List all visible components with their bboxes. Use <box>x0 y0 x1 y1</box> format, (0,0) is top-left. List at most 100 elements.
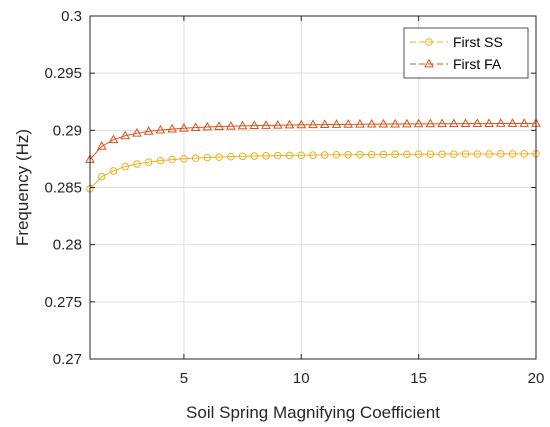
data-point <box>473 150 482 158</box>
data-point <box>485 150 493 158</box>
data-point <box>425 118 436 128</box>
data-point <box>320 151 329 159</box>
data-point <box>225 120 236 130</box>
data-point <box>227 152 235 161</box>
data-point <box>438 150 446 158</box>
data-point <box>461 150 470 158</box>
data-point <box>284 119 295 129</box>
data-point <box>472 118 483 127</box>
data-point <box>143 126 154 135</box>
ticks: 5 10 15 20 0.27 0.275 0.28 0.285 0.29 0.295 0.3 <box>44 8 544 387</box>
data-point <box>496 150 505 158</box>
data-point <box>238 152 247 161</box>
data-point <box>273 151 282 160</box>
y-axis-label: Frequency (Hz) <box>13 129 32 246</box>
data-point <box>121 162 130 171</box>
legend-label: First SS <box>453 34 503 50</box>
data-point <box>331 119 342 128</box>
data-point <box>96 141 107 150</box>
y-tick-label: 0.27 <box>53 351 82 368</box>
legend-box <box>403 27 529 79</box>
legend: First SS First FA <box>403 27 529 79</box>
data-point <box>262 152 270 160</box>
legend-swatch-marker <box>425 38 433 46</box>
data-point <box>344 150 353 159</box>
legend-label: First FA <box>453 56 502 72</box>
series-layer <box>85 118 541 193</box>
data-point <box>413 118 424 128</box>
series-line <box>89 122 537 160</box>
data-point <box>426 150 435 159</box>
data-point <box>272 119 283 129</box>
data-point <box>403 150 411 159</box>
y-tick-label: 0.285 <box>44 180 82 197</box>
data-point <box>215 153 223 161</box>
data-point <box>450 150 458 158</box>
data-point <box>343 119 354 128</box>
data-point <box>190 122 201 131</box>
y-tick-label: 0.275 <box>44 294 82 311</box>
data-point <box>297 151 306 160</box>
data-point <box>390 118 401 128</box>
data-point <box>156 156 165 165</box>
data-point <box>108 134 119 144</box>
data-point <box>414 150 423 159</box>
data-point <box>508 150 517 158</box>
data-point <box>285 151 294 160</box>
series-line <box>89 153 537 189</box>
data-point <box>180 155 188 163</box>
data-point <box>378 118 389 128</box>
y-tick-label: 0.3 <box>61 8 82 25</box>
data-point <box>249 120 260 130</box>
data-point <box>133 160 141 168</box>
data-point <box>391 150 399 159</box>
data-point <box>484 118 494 127</box>
x-tick-label: 20 <box>528 370 545 387</box>
data-point <box>155 124 166 134</box>
data-point <box>203 153 212 162</box>
data-point <box>97 172 106 181</box>
x-tick-label: 15 <box>410 370 427 387</box>
data-point <box>356 150 364 159</box>
x-tick-label: 10 <box>293 370 310 387</box>
data-point <box>168 155 176 164</box>
data-point <box>308 119 318 129</box>
data-point <box>332 151 341 159</box>
legend-swatch-marker <box>424 58 434 68</box>
data-point <box>495 118 506 127</box>
data-point <box>460 118 471 127</box>
data-point <box>367 150 376 159</box>
data-point <box>296 119 307 129</box>
data-point <box>507 118 518 127</box>
data-point <box>519 118 530 127</box>
data-point <box>214 121 224 130</box>
legend-entry: First SS <box>410 34 503 50</box>
data-point <box>261 120 271 129</box>
data-point <box>366 118 377 128</box>
data-point <box>402 118 412 128</box>
y-tick-label: 0.29 <box>53 122 82 139</box>
data-point <box>132 127 142 137</box>
data-point <box>191 154 200 162</box>
data-point <box>237 120 248 130</box>
data-point <box>355 119 365 128</box>
data-point <box>250 152 259 160</box>
data-point <box>520 150 529 158</box>
data-point <box>319 119 330 129</box>
series-1 <box>85 118 541 163</box>
y-tick-label: 0.28 <box>53 237 82 254</box>
data-point <box>437 118 447 128</box>
data-point <box>379 150 388 159</box>
data-point <box>179 123 189 132</box>
x-axis-label: Soil Spring Magnifying Coefficient <box>186 403 440 422</box>
data-point <box>120 130 131 140</box>
data-point <box>109 167 118 175</box>
series-0 <box>86 149 540 193</box>
legend-entry: First FA <box>410 56 502 72</box>
data-point <box>448 118 459 128</box>
data-point <box>309 151 317 159</box>
y-tick-label: 0.295 <box>44 65 82 82</box>
x-tick-label: 5 <box>180 370 188 387</box>
data-point <box>144 158 153 166</box>
